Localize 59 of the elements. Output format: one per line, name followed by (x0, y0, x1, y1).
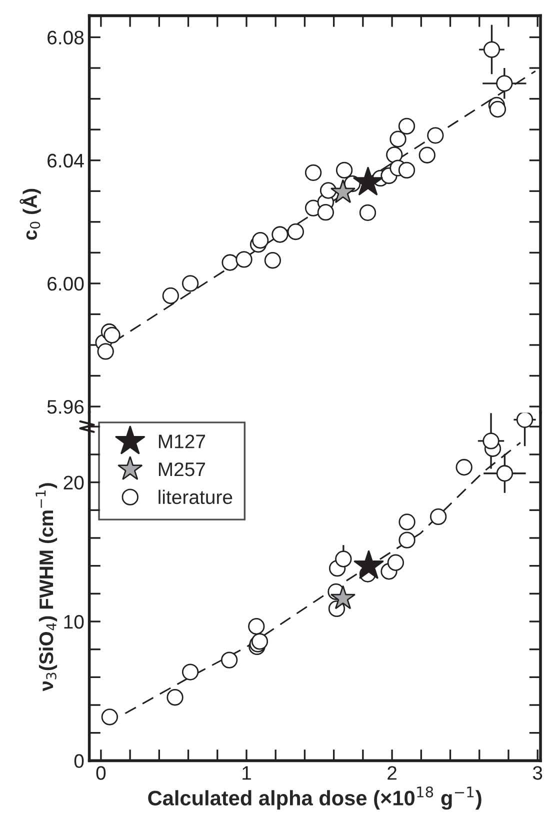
point (398, 532, 416, 548)
point (97, 343, 114, 360)
point (182, 275, 199, 292)
point (162, 287, 179, 304)
point (496, 75, 513, 92)
y-tick-label: 6.08 (48, 30, 84, 44)
point (336, 162, 353, 179)
y-tick-label: 6.00 (48, 276, 84, 291)
x-tick-label: 3 (532, 766, 542, 780)
point (359, 204, 376, 221)
legend-label: literature (158, 490, 232, 504)
point (304, 164, 322, 181)
y-tick-label: 10 (64, 614, 84, 629)
point (264, 252, 282, 269)
point (390, 130, 406, 148)
point (398, 514, 416, 530)
point (248, 618, 265, 635)
x-tick-label: 1 (242, 766, 251, 780)
point (516, 412, 534, 428)
point (386, 146, 403, 164)
point (287, 223, 304, 240)
point (354, 550, 384, 580)
point (418, 146, 436, 164)
x-tick-label: 0 (96, 766, 106, 780)
point (330, 585, 356, 610)
point (182, 664, 199, 680)
y-axis-title: c$_{0}$ (Å) (20, 188, 41, 240)
point (101, 708, 118, 726)
point (222, 254, 238, 271)
point (330, 179, 356, 204)
y-axis-title: ν$_{3}$(SiO$_{4}$) FWHM (cm$^{−1}$) (36, 483, 58, 692)
legend-label: M127 (158, 434, 206, 448)
y-tick-label: 6.04 (48, 154, 84, 168)
point (456, 458, 472, 476)
point (430, 508, 447, 526)
point (317, 204, 334, 221)
y-tick-label: 0 (74, 754, 84, 768)
point (427, 127, 444, 144)
point (252, 232, 269, 249)
point (272, 226, 288, 243)
point (352, 166, 384, 196)
point (482, 432, 500, 450)
point (387, 554, 404, 571)
point (398, 162, 416, 179)
y-tick-label: 20 (64, 476, 84, 490)
point (220, 652, 238, 668)
point (489, 100, 506, 118)
point (335, 550, 352, 568)
point (236, 251, 252, 268)
point (320, 182, 337, 199)
legend-label: M257 (158, 462, 206, 476)
point (166, 689, 184, 706)
point (398, 118, 416, 135)
x-axis-title: Calculated alpha dose (×10$^{18}$ g$^{−1}$) (148, 786, 482, 810)
point (104, 326, 120, 344)
y-tick-label: 5.96 (47, 400, 84, 414)
x-tick-label: 2 (388, 766, 396, 780)
point (483, 41, 500, 58)
point (496, 465, 514, 482)
